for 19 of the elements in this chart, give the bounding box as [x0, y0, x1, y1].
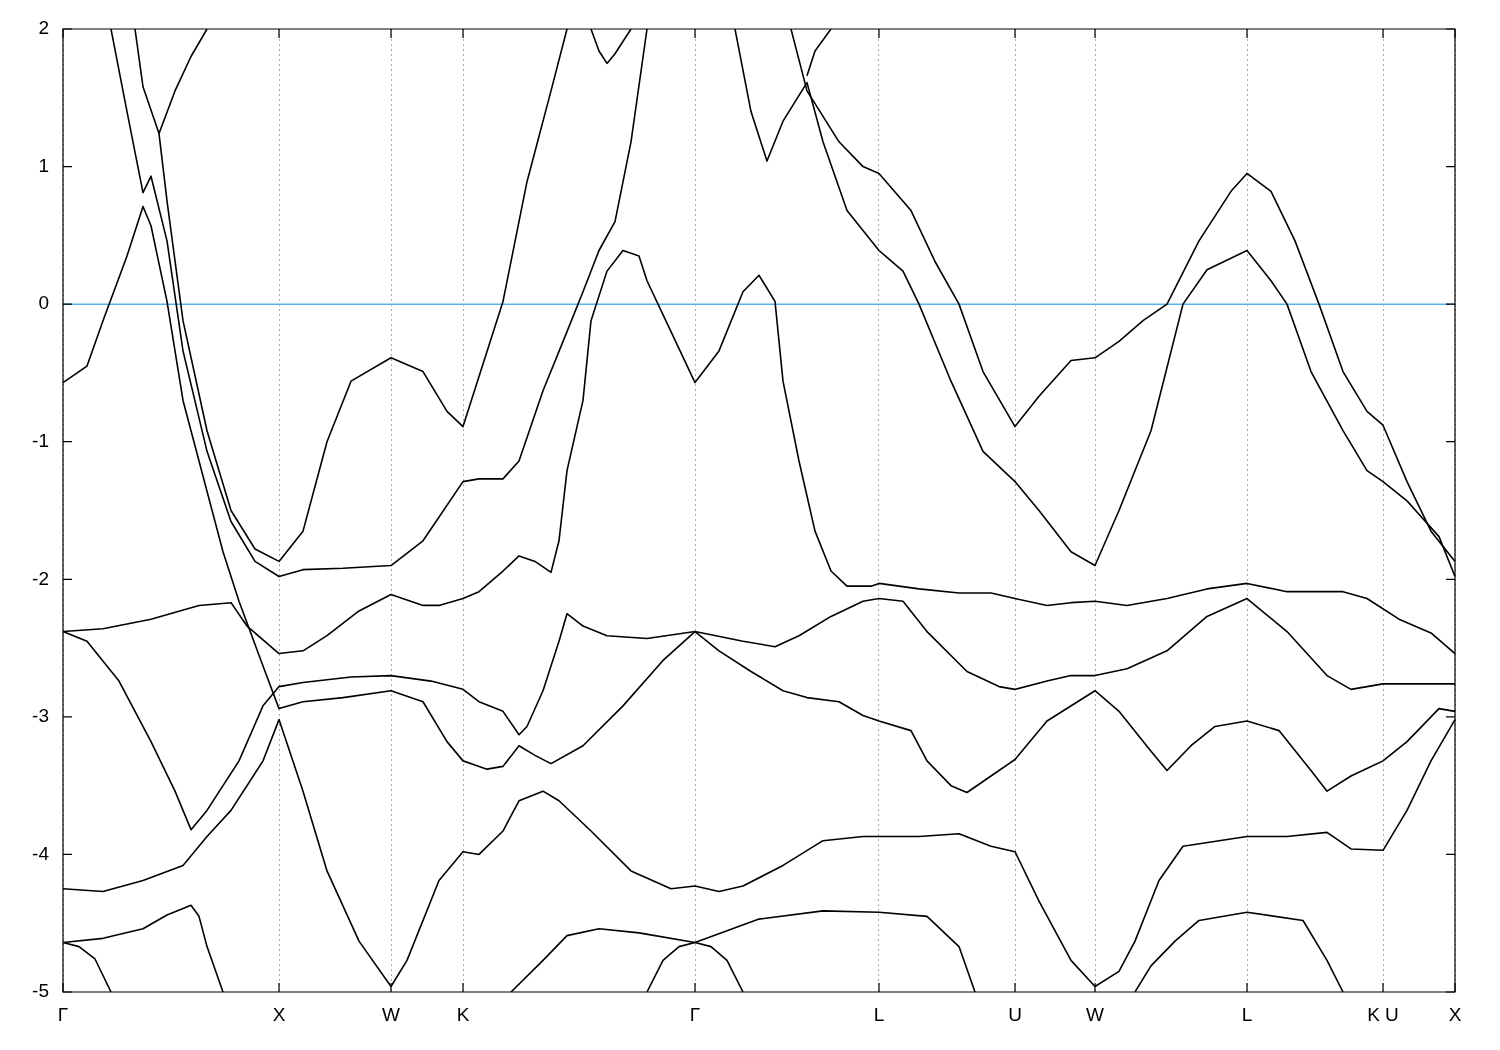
y-tick-label: -3	[32, 705, 49, 727]
x-tick-label: K	[456, 1003, 470, 1025]
y-tick-label: -1	[32, 429, 49, 451]
x-tick-label: U	[1008, 1003, 1022, 1025]
y-tick-label: -2	[32, 567, 49, 589]
y-tick-label: 2	[38, 17, 49, 39]
x-tick-label: Γ	[57, 1003, 69, 1025]
x-tick-label: L	[873, 1003, 885, 1025]
x-tick-label: K U	[1367, 1003, 1399, 1025]
y-tick-label: 1	[38, 154, 49, 176]
y-tick-label: 0	[38, 292, 49, 314]
y-tick-label: -4	[32, 842, 50, 864]
x-tick-label: X	[272, 1003, 286, 1025]
x-tick-label: Γ	[689, 1003, 701, 1025]
x-tick-label: X	[1448, 1003, 1462, 1025]
x-tick-label: L	[1241, 1003, 1253, 1025]
x-tick-label: W	[382, 1003, 401, 1025]
y-tick-label: -5	[32, 980, 49, 1002]
x-tick-label: W	[1086, 1003, 1105, 1025]
